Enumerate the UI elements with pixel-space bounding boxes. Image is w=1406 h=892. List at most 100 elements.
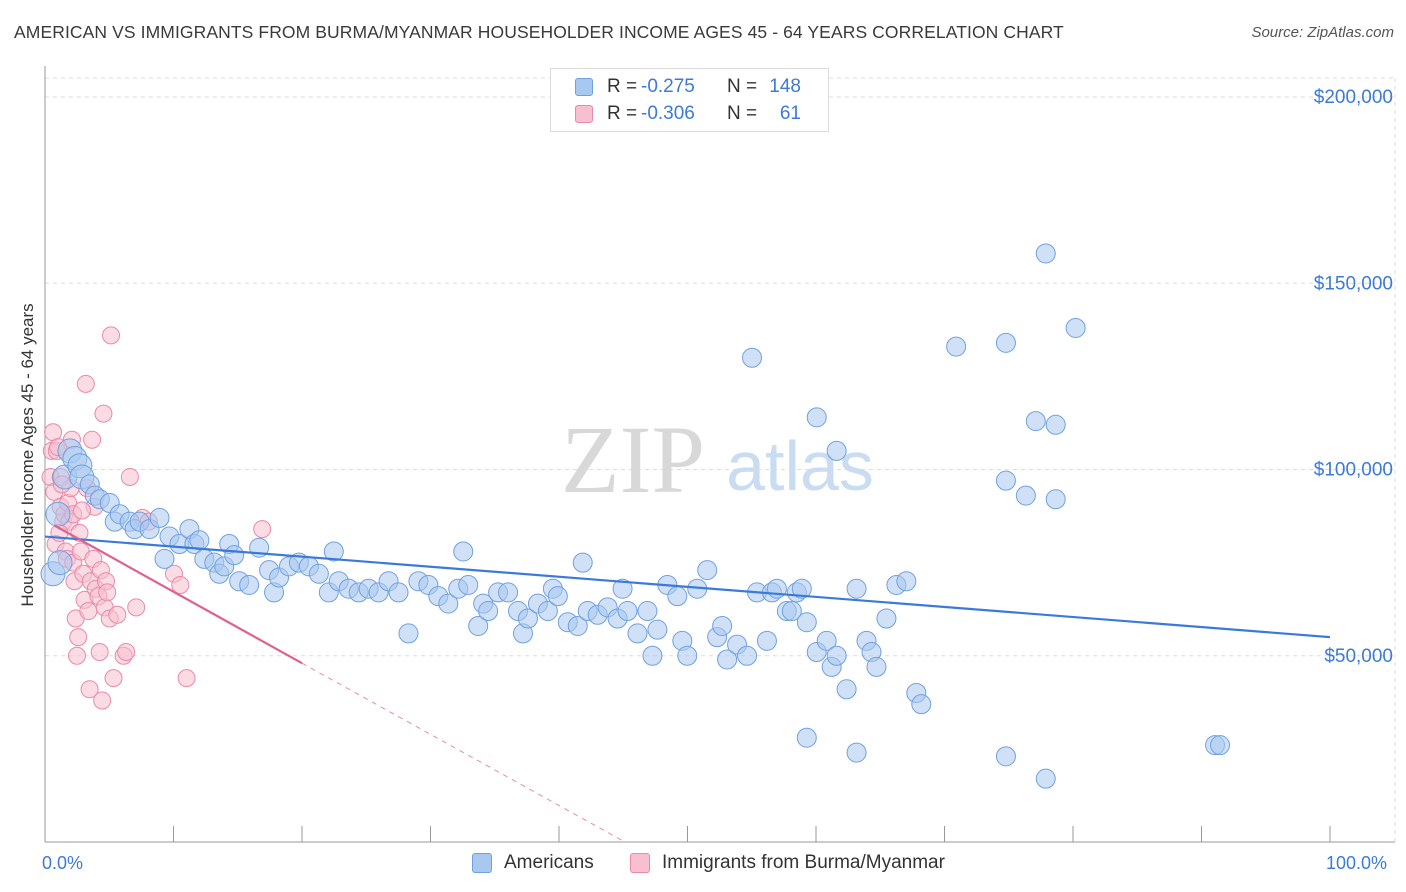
watermark-atlas: atlas xyxy=(726,427,874,505)
americans-point xyxy=(572,552,593,573)
y-tick-label: $150,000 xyxy=(1314,273,1393,294)
americans-point xyxy=(1210,735,1231,756)
americans-point xyxy=(637,601,658,622)
r-label: R = xyxy=(607,76,638,97)
r-label: R = xyxy=(607,103,638,124)
immigrants-point xyxy=(127,598,146,617)
source-label: Source: ZipAtlas.com xyxy=(1251,24,1394,41)
y-tick-label: $50,000 xyxy=(1324,646,1393,667)
immigrants-point xyxy=(98,583,117,602)
americans-point xyxy=(547,586,568,607)
immigrants-point xyxy=(93,691,112,710)
americans-point xyxy=(398,623,419,644)
americans-point xyxy=(796,727,817,748)
americans-point xyxy=(826,645,847,666)
americans-point xyxy=(478,601,499,622)
americans-point xyxy=(667,586,688,607)
americans-point xyxy=(537,601,558,622)
legend-item-immigrants[interactable]: Immigrants from Burma/Myanmar xyxy=(630,852,945,874)
americans-point xyxy=(47,550,73,576)
americans-point xyxy=(308,563,329,584)
immigrants-point xyxy=(67,646,86,665)
americans-point xyxy=(498,582,519,603)
americans-point xyxy=(995,746,1016,767)
immigrants-legend-swatch xyxy=(630,853,650,873)
n-value-americans: 148 xyxy=(769,76,801,97)
americans-point xyxy=(517,608,538,629)
immigrants-point xyxy=(120,467,139,486)
americans-point xyxy=(1045,489,1066,510)
americans-point xyxy=(836,679,857,700)
chart-title: AMERICAN VS IMMIGRANTS FROM BURMA/MYANMA… xyxy=(14,22,1064,42)
x-tick-min: 0.0% xyxy=(42,853,84,873)
americans-point xyxy=(189,530,210,551)
americans-point xyxy=(781,601,802,622)
x-tick-max: 100.0% xyxy=(1326,853,1388,873)
americans-point xyxy=(846,578,867,599)
r-value-americans: -0.275 xyxy=(641,76,695,97)
immigrants-trendline xyxy=(53,524,303,665)
immigrants-point xyxy=(80,680,99,699)
n-value-immigrants: 61 xyxy=(779,103,801,124)
y-tick-labels: $50,000 $100,000 $150,000 $200,000 xyxy=(1314,87,1393,667)
immigrants-points xyxy=(41,326,272,710)
americans-point xyxy=(1015,485,1036,506)
n-label: N = xyxy=(727,103,758,124)
americans-point xyxy=(911,694,932,715)
americans-point xyxy=(737,645,758,666)
americans-point xyxy=(677,645,698,666)
americans-point xyxy=(876,608,897,629)
americans-point xyxy=(816,630,837,651)
americans-point xyxy=(796,612,817,633)
axes xyxy=(44,66,1395,843)
americans-point xyxy=(438,593,459,614)
americans-point xyxy=(995,470,1016,491)
americans-point xyxy=(1045,414,1066,435)
immigrants-point xyxy=(69,628,88,647)
americans-point xyxy=(1035,768,1056,789)
americans-trendline xyxy=(44,535,1331,639)
y-tick-label: $100,000 xyxy=(1314,460,1393,481)
americans-point xyxy=(224,545,245,566)
americans-point xyxy=(846,742,867,763)
legend-item-americans[interactable]: Americans xyxy=(472,852,594,874)
americans-point xyxy=(323,541,344,562)
watermark: ZIP atlas xyxy=(561,406,874,513)
n-label: N = xyxy=(727,76,758,97)
americans-point xyxy=(617,601,638,622)
watermark-zip: ZIP xyxy=(561,406,705,513)
legend-row-americans: R = -0.275 N = 148 xyxy=(575,75,801,99)
americans-point xyxy=(45,501,71,527)
americans-point xyxy=(567,615,588,636)
americans-point xyxy=(866,656,887,677)
legend-row-immigrants: R = -0.306 N = 61 xyxy=(575,102,801,126)
trendlines xyxy=(44,524,1331,843)
americans-point xyxy=(149,507,170,528)
americans-point xyxy=(1035,243,1056,264)
americans-swatch xyxy=(575,78,593,96)
immigrants-point xyxy=(104,669,123,688)
immigrants-point xyxy=(253,520,272,539)
americans-point xyxy=(806,407,827,428)
immigrants-point xyxy=(90,643,109,662)
immigrants-point xyxy=(177,669,196,688)
americans-point xyxy=(1025,411,1046,432)
legend-label-immigrants: Immigrants from Burma/Myanmar xyxy=(662,852,945,873)
immigrants-trendline-extension xyxy=(301,662,626,843)
americans-point xyxy=(468,615,489,636)
americans-point xyxy=(995,332,1016,353)
immigrants-point xyxy=(79,602,98,621)
americans-point xyxy=(946,336,967,357)
legend-label-americans: Americans xyxy=(504,852,594,873)
immigrants-point xyxy=(102,326,120,345)
immigrants-point xyxy=(108,605,127,624)
americans-point xyxy=(458,574,479,595)
americans-legend-swatch xyxy=(472,853,492,873)
immigrants-point xyxy=(117,643,136,662)
americans-point xyxy=(647,619,668,640)
immigrants-point xyxy=(94,404,113,423)
americans-point xyxy=(612,578,633,599)
americans-point xyxy=(239,574,260,595)
americans-point xyxy=(712,615,733,636)
